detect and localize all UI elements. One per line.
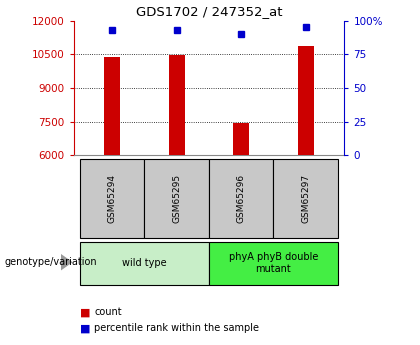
Text: percentile rank within the sample: percentile rank within the sample (94, 324, 260, 333)
Text: ■: ■ (80, 307, 90, 317)
Bar (169, 55, 185, 155)
Bar (209, 159, 273, 238)
Text: GSM65295: GSM65295 (172, 174, 181, 223)
Text: phyA phyB double
mutant: phyA phyB double mutant (229, 252, 318, 274)
Bar (273, 159, 338, 238)
Text: count: count (94, 307, 122, 317)
Bar (80, 159, 144, 238)
Text: wild type: wild type (122, 258, 167, 268)
Text: GSM65297: GSM65297 (301, 174, 310, 223)
Title: GDS1702 / 247352_at: GDS1702 / 247352_at (136, 5, 282, 18)
Bar (298, 46, 314, 155)
Text: ■: ■ (80, 324, 90, 333)
Bar (209, 241, 338, 285)
Text: GSM65296: GSM65296 (237, 174, 246, 223)
Bar (104, 57, 120, 155)
Bar (80, 241, 209, 285)
Text: genotype/variation: genotype/variation (4, 257, 97, 267)
Bar (144, 159, 209, 238)
Bar (233, 123, 249, 155)
Polygon shape (61, 254, 73, 270)
Text: GSM65294: GSM65294 (108, 174, 117, 223)
